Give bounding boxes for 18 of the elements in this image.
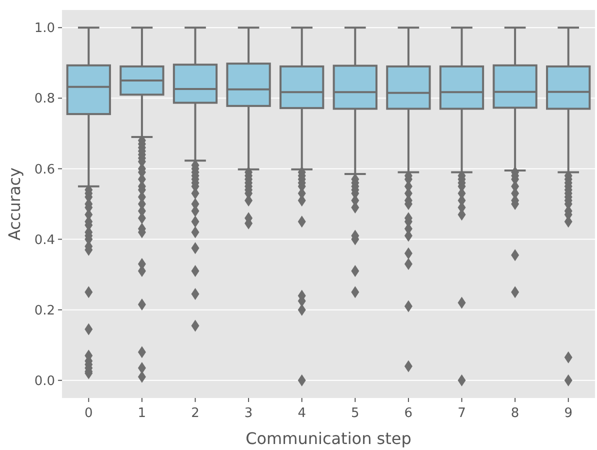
x-tick-label: 1 bbox=[138, 406, 146, 421]
x-tick-label: 0 bbox=[84, 406, 93, 421]
x-tick-label: 2 bbox=[191, 406, 200, 421]
x-tick-label: 8 bbox=[510, 406, 520, 421]
x-tick-label: 7 bbox=[458, 406, 466, 421]
x-tick-label: 4 bbox=[298, 406, 306, 421]
x-axis-title: Communication step bbox=[246, 429, 412, 448]
x-tick-label: 3 bbox=[244, 406, 253, 421]
x-tick-label: 9 bbox=[564, 406, 572, 421]
y-tick-label: 0.4 bbox=[34, 232, 55, 248]
y-tick-label: 0.8 bbox=[34, 92, 55, 107]
y-axis-title: Accuracy bbox=[5, 167, 24, 241]
y-tick-label: 1.0 bbox=[34, 21, 55, 36]
y-tick-label: 0.0 bbox=[34, 374, 55, 389]
x-tick-label: 6 bbox=[404, 406, 413, 421]
y-tick-label: 0.2 bbox=[34, 303, 55, 318]
y-tick-label: 0.6 bbox=[34, 162, 55, 178]
x-tick-label: 5 bbox=[351, 406, 360, 421]
